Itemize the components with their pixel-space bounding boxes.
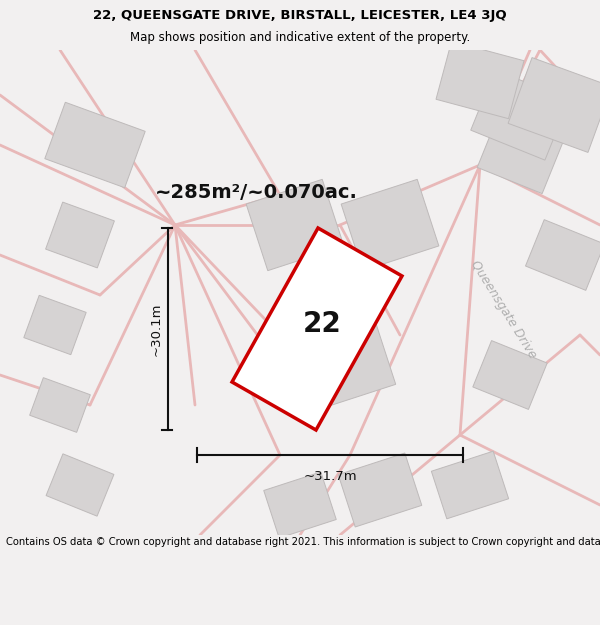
Polygon shape xyxy=(338,453,422,527)
Polygon shape xyxy=(29,378,91,432)
Polygon shape xyxy=(341,179,439,271)
Polygon shape xyxy=(264,472,336,538)
Text: Contains OS data © Crown copyright and database right 2021. This information is : Contains OS data © Crown copyright and d… xyxy=(6,537,600,547)
Polygon shape xyxy=(46,202,115,268)
Text: Map shows position and indicative extent of the property.: Map shows position and indicative extent… xyxy=(130,31,470,44)
Polygon shape xyxy=(246,179,344,271)
Polygon shape xyxy=(45,102,145,188)
Polygon shape xyxy=(232,228,402,430)
Polygon shape xyxy=(471,70,569,160)
Polygon shape xyxy=(24,295,86,355)
Polygon shape xyxy=(508,58,600,152)
Text: 22, QUEENSGATE DRIVE, BIRSTALL, LEICESTER, LE4 3JQ: 22, QUEENSGATE DRIVE, BIRSTALL, LEICESTE… xyxy=(93,9,507,21)
Polygon shape xyxy=(431,451,509,519)
Text: ~31.7m: ~31.7m xyxy=(303,471,357,484)
Text: 22: 22 xyxy=(302,310,341,338)
Polygon shape xyxy=(477,116,563,194)
Polygon shape xyxy=(436,41,524,119)
Polygon shape xyxy=(526,219,600,291)
Polygon shape xyxy=(304,322,396,408)
Polygon shape xyxy=(46,454,114,516)
Text: Queensgate Drive: Queensgate Drive xyxy=(468,259,539,361)
Text: ~30.1m: ~30.1m xyxy=(149,302,163,356)
Text: ~285m²/~0.070ac.: ~285m²/~0.070ac. xyxy=(155,184,358,203)
Polygon shape xyxy=(473,341,547,409)
